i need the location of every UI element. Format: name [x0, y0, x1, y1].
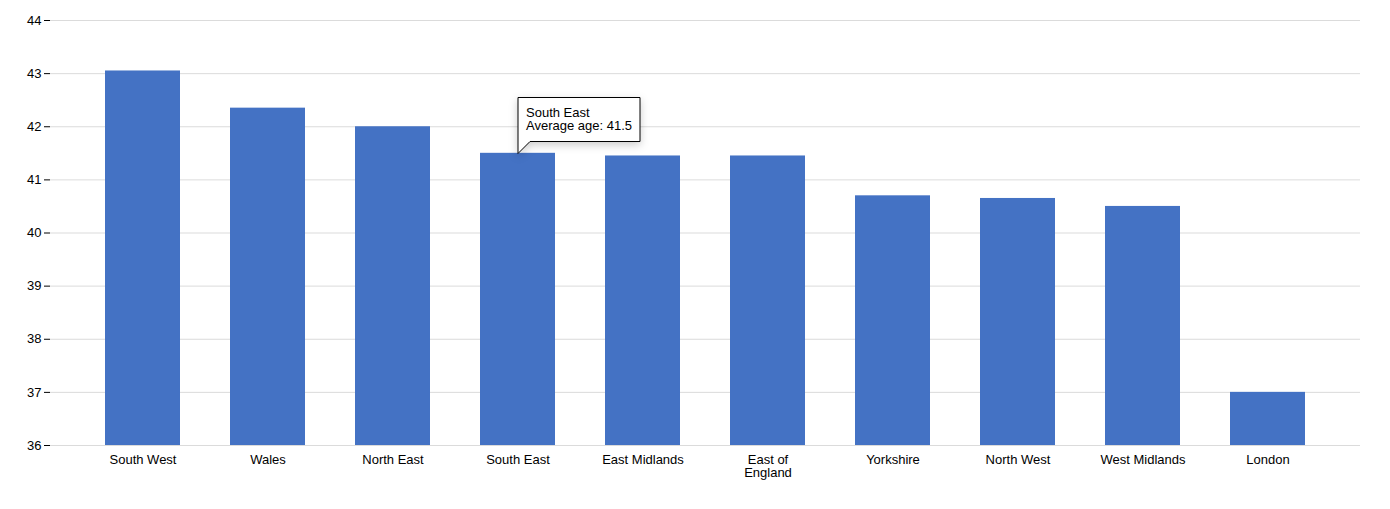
- svg-text:36: 36: [27, 438, 41, 453]
- svg-text:​South East​Average age: 41.5: ​South East​Average age: 41.5: [526, 105, 632, 133]
- svg-text:37: 37: [27, 385, 41, 400]
- svg-text:East ofEngland: East ofEngland: [744, 452, 792, 480]
- svg-text:Yorkshire: Yorkshire: [866, 452, 920, 467]
- svg-text:London: London: [1246, 452, 1289, 467]
- svg-text:North West: North West: [986, 452, 1051, 467]
- svg-text:Wales: Wales: [250, 452, 286, 467]
- svg-text:43: 43: [27, 66, 41, 81]
- svg-text:40: 40: [27, 225, 41, 240]
- svg-text:42: 42: [27, 119, 41, 134]
- svg-text:South East: South East: [486, 452, 550, 467]
- svg-text:38: 38: [27, 331, 41, 346]
- svg-text:44: 44: [27, 13, 41, 28]
- svg-text:South West: South West: [110, 452, 177, 467]
- svg-text:39: 39: [27, 278, 41, 293]
- svg-text:East Midlands: East Midlands: [602, 452, 684, 467]
- svg-text:North East: North East: [362, 452, 424, 467]
- svg-text:41: 41: [27, 172, 41, 187]
- svg-text:West Midlands: West Midlands: [1100, 452, 1186, 467]
